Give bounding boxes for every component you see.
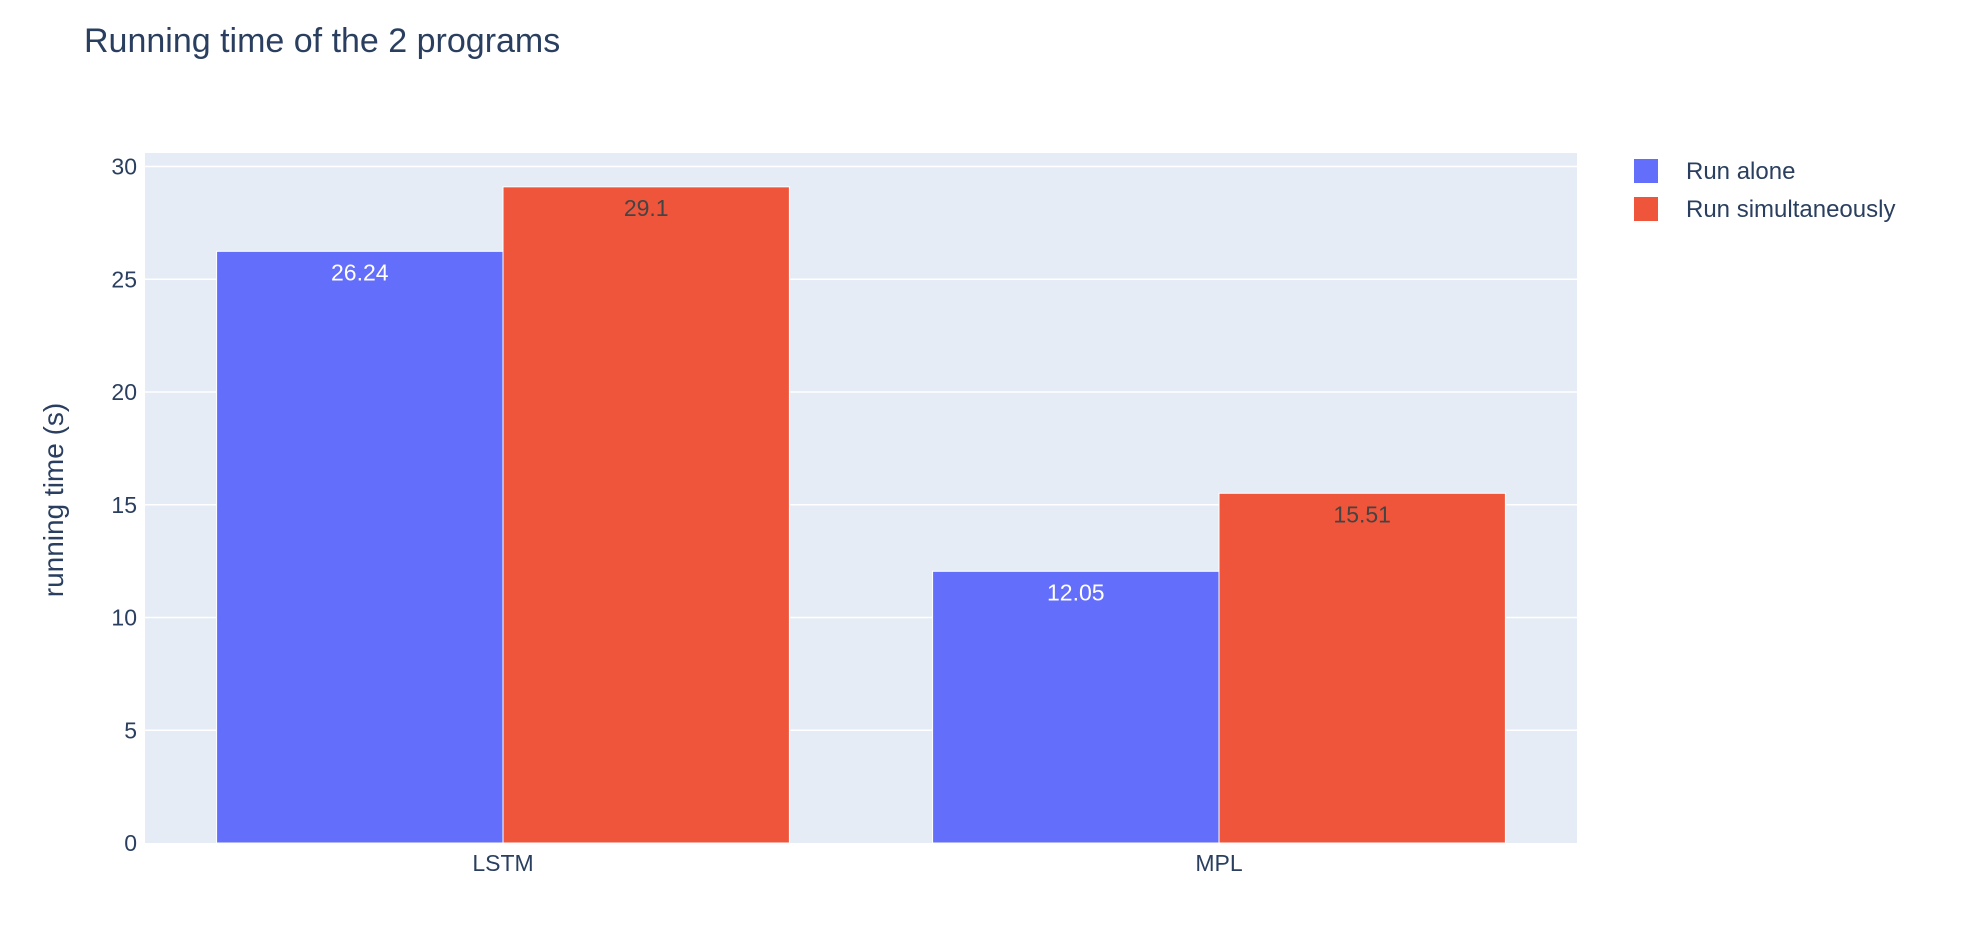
bar-value-label: 26.24 [331, 259, 389, 285]
bar[interactable] [1218, 492, 1506, 844]
bar[interactable] [502, 186, 790, 844]
y-tick-label: 20 [111, 379, 137, 405]
legend: Run alone Run simultaneously [1634, 158, 1895, 223]
bars [216, 186, 1506, 844]
bar-value-label: 29.1 [624, 195, 669, 221]
x-tick-label: MPL [1195, 850, 1243, 876]
legend-swatch[interactable] [1634, 197, 1658, 221]
y-tick-label: 30 [111, 154, 137, 180]
legend-label[interactable]: Run alone [1686, 158, 1795, 185]
bar-labels: 26.24 29.1 12.05 15.51 [331, 195, 1391, 605]
bar[interactable] [932, 570, 1220, 844]
y-tick-label: 0 [124, 830, 137, 856]
y-axis-ticks: 0 5 10 15 20 25 30 [111, 154, 137, 856]
chart-title: Running time of the 2 programs [84, 22, 560, 60]
legend-swatch[interactable] [1634, 159, 1658, 183]
bar-value-label: 15.51 [1333, 501, 1391, 527]
y-tick-label: 5 [124, 717, 137, 743]
x-axis-ticks: LSTM MPL [472, 850, 1243, 876]
y-tick-label: 10 [111, 605, 137, 631]
legend-label[interactable]: Run simultaneously [1686, 196, 1895, 223]
bar[interactable] [216, 250, 504, 844]
bar-value-label: 12.05 [1047, 579, 1105, 605]
y-axis-title: running time (s) [38, 403, 69, 598]
y-tick-label: 15 [111, 492, 137, 518]
x-tick-label: LSTM [472, 850, 533, 876]
y-tick-label: 25 [111, 266, 137, 292]
